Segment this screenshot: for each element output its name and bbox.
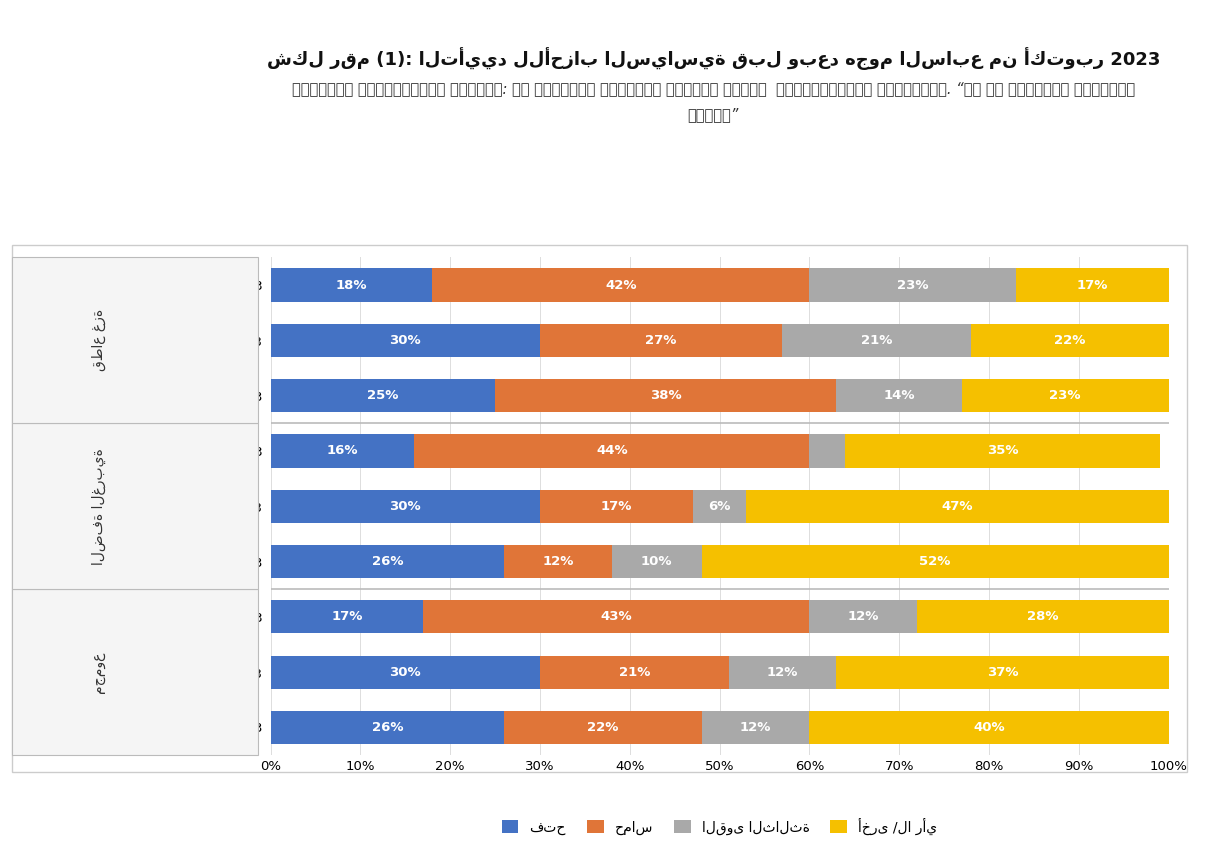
Text: 23%: 23%	[1049, 390, 1081, 402]
Text: 26%: 26%	[371, 555, 403, 568]
Text: قطاع غزة: قطاع غزة	[91, 309, 106, 372]
Legend: فتح, حماس, القوى الثالثة, أخرى /لا رأي: فتح, حماس, القوى الثالثة, أخرى /لا رأي	[496, 812, 943, 840]
Bar	[845, 434, 1160, 468]
Text: مجموع: مجموع	[91, 651, 106, 692]
Bar	[494, 379, 836, 412]
Text: 21%: 21%	[861, 334, 893, 347]
Bar	[1016, 269, 1168, 302]
Bar	[540, 490, 692, 523]
Text: 30%: 30%	[390, 499, 421, 513]
Bar	[423, 601, 809, 633]
Bar	[540, 656, 728, 689]
Bar	[809, 269, 1016, 302]
Bar	[271, 323, 540, 357]
Text: 12%: 12%	[766, 666, 798, 679]
Text: 26%: 26%	[371, 721, 403, 734]
Bar	[918, 601, 1168, 633]
Text: 25%: 25%	[367, 390, 399, 402]
Text: 23%: 23%	[897, 279, 929, 292]
Bar	[504, 710, 701, 744]
Bar	[271, 434, 415, 468]
Text: 43%: 43%	[600, 610, 632, 623]
Text: 18%: 18%	[336, 279, 368, 292]
Bar	[970, 323, 1168, 357]
Bar	[271, 710, 504, 744]
Text: 17%: 17%	[1076, 279, 1108, 292]
Bar	[540, 323, 782, 357]
Text: 17%: 17%	[331, 610, 363, 623]
Bar	[836, 379, 962, 412]
Bar	[809, 601, 918, 633]
Bar	[611, 545, 701, 578]
Bar	[415, 434, 809, 468]
Text: 27%: 27%	[646, 334, 676, 347]
Text: 22%: 22%	[1054, 334, 1085, 347]
Text: 47%: 47%	[942, 499, 973, 513]
Text: 10%: 10%	[641, 555, 673, 568]
Text: شكل رقم (1): التأييد للأحزاب السياسية قبل وبعد هجوم السابع من أكتوبر 2023: شكل رقم (1): التأييد للأحزاب السياسية قب…	[267, 47, 1160, 70]
Bar	[271, 379, 494, 412]
Bar	[504, 545, 611, 578]
Text: 12%: 12%	[739, 721, 771, 734]
Text: 21%: 21%	[619, 666, 649, 679]
Text: 44%: 44%	[597, 444, 627, 457]
Bar	[271, 490, 540, 523]
Bar	[432, 269, 809, 302]
Text: تؤيد؟”: تؤيد؟”	[688, 107, 739, 122]
Text: 14%: 14%	[883, 390, 915, 402]
Text: 30%: 30%	[390, 334, 421, 347]
Text: 12%: 12%	[542, 555, 573, 568]
Text: 6%: 6%	[708, 499, 731, 513]
Text: 30%: 30%	[390, 666, 421, 679]
Text: 42%: 42%	[605, 279, 637, 292]
Bar	[747, 490, 1168, 523]
Bar	[809, 710, 1168, 744]
Text: 35%: 35%	[986, 444, 1018, 457]
Bar	[962, 379, 1168, 412]
Text: 16%: 16%	[327, 444, 358, 457]
Bar	[809, 434, 845, 468]
Bar	[782, 323, 970, 357]
Bar	[271, 269, 432, 302]
Bar	[836, 656, 1168, 689]
Bar	[701, 710, 809, 744]
Text: الضفة الغربية: الضفة الغربية	[91, 448, 106, 565]
Text: 17%: 17%	[600, 499, 632, 513]
Text: 12%: 12%	[847, 610, 879, 623]
Text: 38%: 38%	[649, 390, 681, 402]
Bar	[701, 545, 1168, 578]
Text: 40%: 40%	[973, 721, 1005, 734]
Bar	[692, 490, 747, 523]
Bar	[271, 601, 423, 633]
Text: 22%: 22%	[587, 721, 619, 734]
Bar	[271, 545, 504, 578]
Text: 37%: 37%	[986, 666, 1018, 679]
Text: 52%: 52%	[919, 555, 951, 568]
Bar	[271, 656, 540, 689]
Bar	[728, 656, 836, 689]
Text: 28%: 28%	[1027, 610, 1059, 623]
Text: استطلاع الباروميتر الثامن: أي الأحزاب التالية الأقرب إليك؟  الاستطلاعات المنتظمة: استطلاع الباروميتر الثامن: أي الأحزاب ال…	[292, 82, 1135, 96]
